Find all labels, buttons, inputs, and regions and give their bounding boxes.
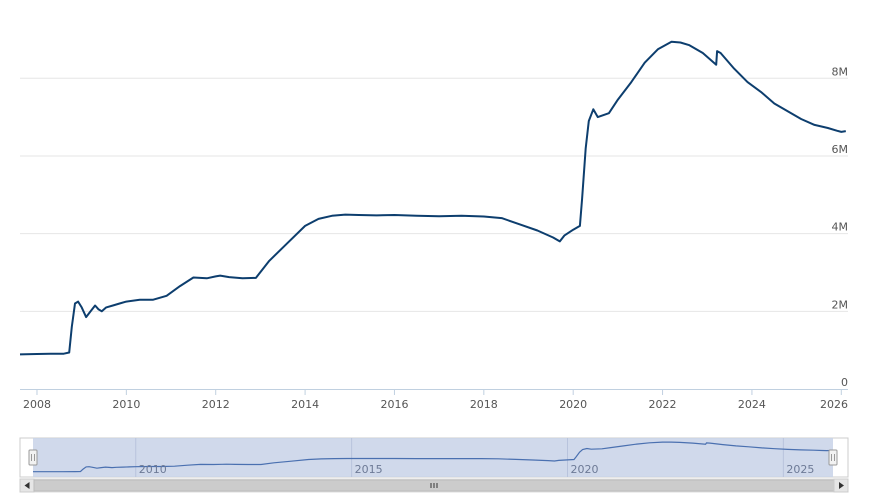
x-tick-label: 2014 <box>291 398 319 411</box>
scrollbar-thumb[interactable] <box>33 479 835 492</box>
x-tick-label: 2018 <box>470 398 498 411</box>
navigator-selected-range[interactable] <box>33 438 833 477</box>
x-tick-label: 2022 <box>649 398 677 411</box>
navigator-left-handle[interactable] <box>28 449 38 466</box>
y-tick-label: 0 <box>841 376 848 389</box>
navigator-label: 2020 <box>570 463 598 476</box>
scroll-left-arrow-icon[interactable] <box>19 478 35 493</box>
navigator-right-handle[interactable] <box>828 449 838 466</box>
navigator-labels: 2010 2015 2020 2025 <box>139 463 815 476</box>
grid-lines <box>20 77 848 312</box>
navigator-series-line <box>33 441 831 473</box>
y-tick-label: 8M <box>832 65 849 78</box>
x-tick-label: 2008 <box>23 398 51 411</box>
navigator-label: 2010 <box>139 463 167 476</box>
navigator[interactable]: 2010 2015 2020 2025 <box>19 437 849 478</box>
arrow-left-icon <box>24 482 30 489</box>
arrow-right-icon <box>839 482 844 489</box>
handle-grip[interactable] <box>28 449 38 466</box>
handle-grip[interactable] <box>828 449 838 466</box>
navigator-dividers <box>135 438 784 477</box>
y-tick-label: 6M <box>832 143 849 156</box>
series-line[interactable] <box>19 40 846 356</box>
navigator-series <box>33 441 831 473</box>
x-tick-label: 2026 <box>820 398 848 411</box>
y-tick-label: 4M <box>832 221 849 234</box>
navigator-label: 2025 <box>786 463 814 476</box>
x-axis: 2008 2010 2012 2014 2016 2018 2020 2022 2024 2026 <box>20 389 848 411</box>
x-tick-label: 2020 <box>559 398 587 411</box>
x-tick-label: 2016 <box>380 398 408 411</box>
plot-area[interactable] <box>19 40 846 356</box>
navigator-label: 2015 <box>355 463 383 476</box>
x-tick-label: 2024 <box>738 398 766 411</box>
y-tick-label: 2M <box>832 298 849 311</box>
y-axis-tick-labels: 0 2M 4M 6M 8M <box>832 65 849 389</box>
scrollbar[interactable] <box>19 478 849 493</box>
x-tick-label: 2010 <box>112 398 140 411</box>
x-tick-label: 2012 <box>202 398 230 411</box>
scroll-right-arrow-icon[interactable] <box>833 478 849 493</box>
